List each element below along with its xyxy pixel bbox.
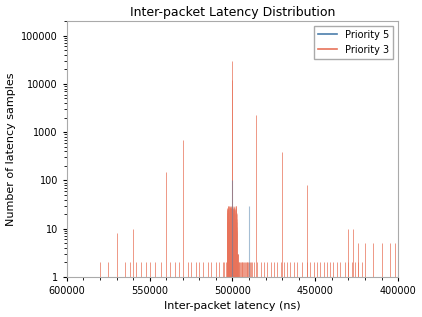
Title: Inter-packet Latency Distribution: Inter-packet Latency Distribution — [130, 6, 335, 19]
X-axis label: Inter-packet latency (ns): Inter-packet latency (ns) — [164, 301, 301, 311]
Legend: Priority 5, Priority 3: Priority 5, Priority 3 — [314, 26, 393, 59]
Y-axis label: Number of latency samples: Number of latency samples — [5, 72, 16, 226]
